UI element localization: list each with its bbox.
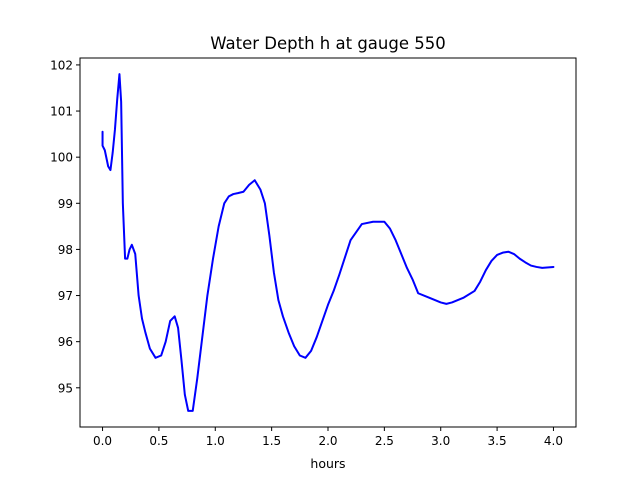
y-tick-label: 98 [58,243,73,257]
x-tick-label: 2.0 [318,434,337,448]
x-tick-label: 3.5 [488,434,507,448]
x-tick-label: 0.5 [149,434,168,448]
chart-title: Water Depth h at gauge 550 [210,34,445,53]
y-tick-label: 97 [58,289,73,303]
plot-area [101,73,555,412]
x-axis-label: hours [310,456,345,471]
x-tick-label: 4.0 [544,434,563,448]
y-tick-label: 99 [58,197,73,211]
water-depth-series-line [101,73,555,412]
y-tick-label: 95 [58,381,73,395]
y-axis: 95 96 97 98 99 100 101 102 [50,58,80,395]
y-tick-label: 100 [50,151,73,165]
y-tick-label: 102 [50,58,73,72]
y-tick-label: 101 [50,105,73,119]
x-tick-label: 0.0 [93,434,112,448]
x-tick-label: 1.0 [206,434,225,448]
x-tick-label: 2.5 [375,434,394,448]
x-axis: 0.0 0.5 1.0 1.5 2.0 2.5 3.0 3.5 4.0 [93,427,563,448]
y-tick-label: 96 [58,335,73,349]
x-tick-label: 1.5 [262,434,281,448]
x-tick-label: 3.0 [431,434,450,448]
